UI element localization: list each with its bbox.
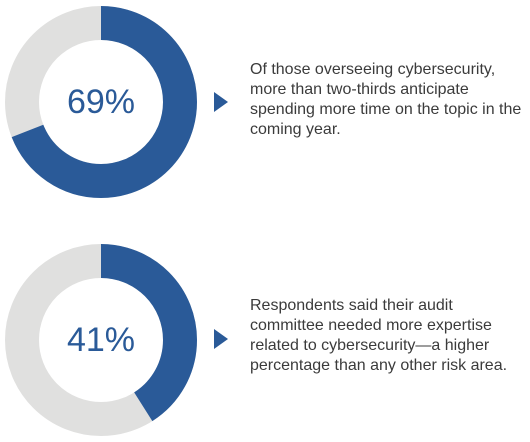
donut-percent-label: 69% <box>66 82 136 121</box>
donut-chart: 69% <box>4 5 198 199</box>
stat-block-cyber-time: 69% Of those overseeing cybersecurity, m… <box>0 0 530 200</box>
donut-value-arc <box>5 244 197 436</box>
arrow-right-icon <box>214 92 228 112</box>
stat-block-audit-expertise: 41% Respondents said their audit committ… <box>0 238 530 442</box>
donut-percent-label: 41% <box>66 320 136 359</box>
donut-svg <box>5 244 197 436</box>
arrow-right-icon <box>214 329 228 349</box>
donut-svg <box>5 6 197 198</box>
donut-value-arc <box>5 6 197 198</box>
stat-caption: Of those overseeing cybersecurity, more … <box>250 61 522 138</box>
donut-chart: 41% <box>4 243 198 437</box>
stat-caption: Respondents said their audit committee n… <box>250 297 508 374</box>
